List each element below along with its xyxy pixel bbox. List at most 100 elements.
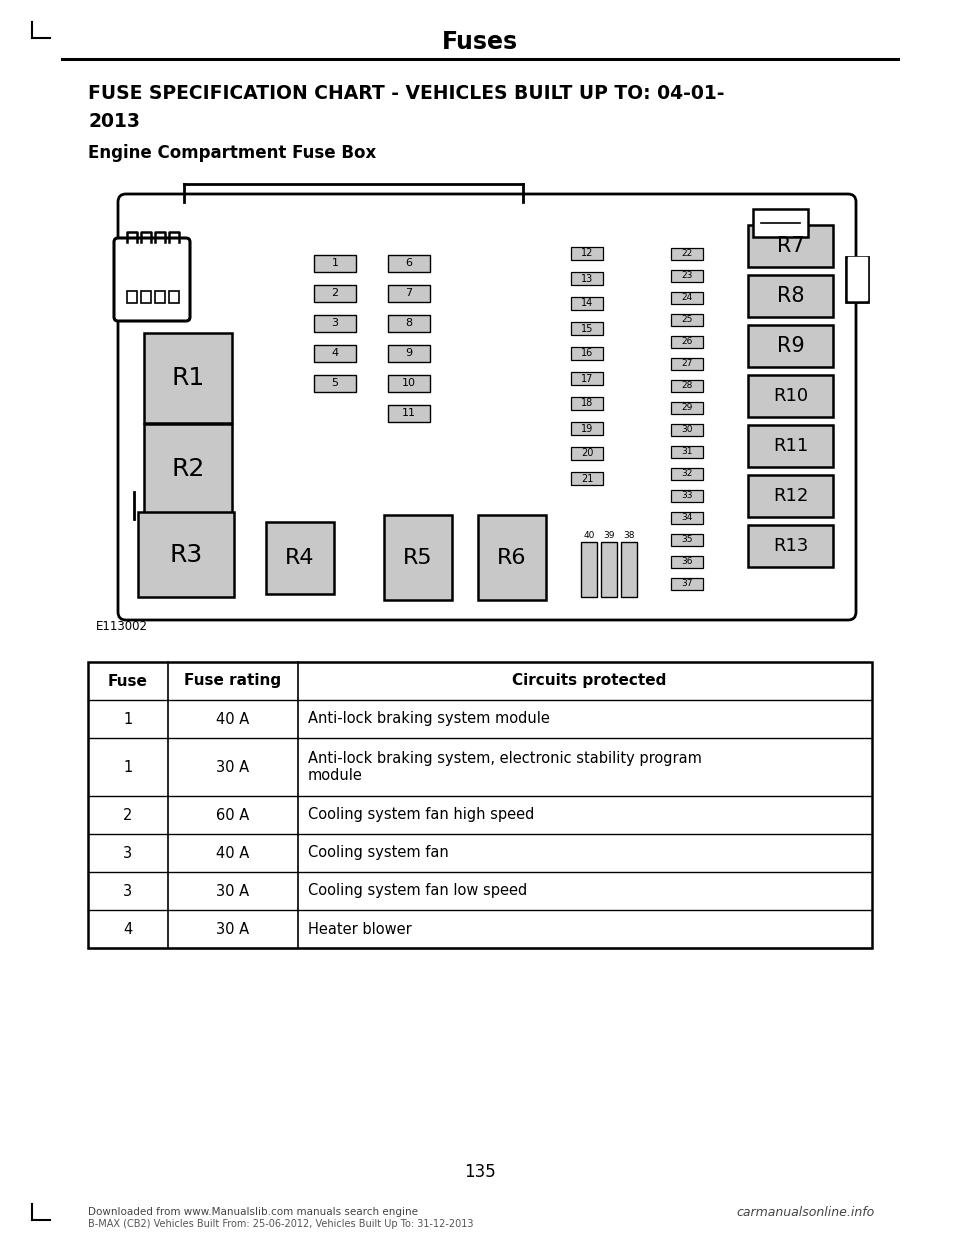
Text: E113002: E113002	[96, 620, 148, 633]
Bar	[671, 512, 703, 524]
Bar	[127, 291, 137, 303]
Bar	[601, 542, 617, 597]
Text: Cooling system fan: Cooling system fan	[308, 846, 448, 861]
Bar	[671, 491, 703, 502]
Text: 13: 13	[581, 273, 593, 283]
Text: 9: 9	[405, 349, 413, 359]
Text: 1: 1	[124, 712, 132, 727]
Text: Cooling system fan low speed: Cooling system fan low speed	[308, 883, 527, 898]
Bar	[314, 315, 356, 332]
Text: 30 A: 30 A	[216, 922, 250, 936]
Bar	[571, 422, 603, 435]
Bar	[581, 542, 597, 597]
Text: 20: 20	[581, 448, 593, 458]
Text: 31: 31	[682, 447, 693, 457]
Text: 34: 34	[682, 513, 693, 523]
Text: 3: 3	[124, 846, 132, 861]
Text: Heater blower: Heater blower	[308, 922, 412, 936]
Bar	[671, 380, 703, 392]
Text: 4: 4	[124, 922, 132, 936]
Bar	[748, 225, 833, 267]
Bar	[671, 337, 703, 348]
Text: R9: R9	[777, 337, 804, 356]
Bar	[388, 255, 430, 272]
Text: 19: 19	[581, 424, 593, 433]
FancyBboxPatch shape	[118, 194, 856, 620]
Text: 7: 7	[405, 288, 413, 298]
Bar	[671, 314, 703, 325]
Text: R1: R1	[172, 366, 204, 390]
Bar	[388, 405, 430, 422]
Text: 15: 15	[581, 323, 593, 334]
Bar	[671, 248, 703, 260]
Text: 8: 8	[405, 318, 413, 328]
Text: Downloaded from www.Manualslib.com manuals search engine: Downloaded from www.Manualslib.com manua…	[88, 1207, 418, 1217]
Bar	[571, 373, 603, 385]
Text: Cooling system fan high speed: Cooling system fan high speed	[308, 807, 535, 822]
Bar	[314, 284, 356, 302]
Bar	[571, 347, 603, 360]
Text: R4: R4	[285, 548, 315, 568]
Text: R8: R8	[777, 286, 804, 306]
Text: Circuits protected: Circuits protected	[512, 673, 666, 688]
Bar	[671, 534, 703, 546]
Text: 24: 24	[682, 293, 692, 303]
Bar	[571, 322, 603, 335]
Text: R6: R6	[497, 548, 527, 568]
Text: 60 A: 60 A	[216, 807, 250, 822]
Bar	[671, 446, 703, 458]
Bar	[621, 542, 637, 597]
Text: 35: 35	[682, 535, 693, 544]
Text: 135: 135	[464, 1163, 496, 1181]
Text: 30 A: 30 A	[216, 760, 250, 775]
Text: 27: 27	[682, 359, 693, 369]
Bar	[138, 512, 234, 597]
Bar	[671, 358, 703, 370]
Text: 1: 1	[331, 258, 339, 268]
Text: 6: 6	[405, 258, 413, 268]
Text: 21: 21	[581, 473, 593, 483]
Bar	[388, 284, 430, 302]
Bar	[144, 424, 232, 514]
Bar	[388, 375, 430, 392]
Text: 14: 14	[581, 298, 593, 308]
Bar	[571, 297, 603, 310]
Bar	[141, 291, 151, 303]
Text: 33: 33	[682, 492, 693, 501]
Bar	[571, 247, 603, 260]
Text: 38: 38	[623, 530, 635, 539]
Text: R3: R3	[169, 543, 203, 566]
Text: FUSE SPECIFICATION CHART - VEHICLES BUILT UP TO: 04-01-: FUSE SPECIFICATION CHART - VEHICLES BUIL…	[88, 84, 725, 103]
Bar	[671, 556, 703, 568]
Text: R10: R10	[773, 388, 808, 405]
Text: 36: 36	[682, 558, 693, 566]
Bar	[571, 272, 603, 284]
Text: 17: 17	[581, 374, 593, 384]
Bar	[478, 515, 546, 600]
Bar	[571, 447, 603, 460]
Text: 10: 10	[402, 379, 416, 389]
Text: 12: 12	[581, 248, 593, 258]
Text: 11: 11	[402, 409, 416, 419]
Text: Fuses: Fuses	[442, 30, 518, 53]
Text: R2: R2	[171, 457, 204, 481]
Text: Anti-lock braking system module: Anti-lock braking system module	[308, 712, 550, 727]
Text: 4: 4	[331, 349, 339, 359]
Text: R13: R13	[773, 537, 808, 555]
Bar	[748, 425, 833, 467]
Bar	[571, 472, 603, 484]
Bar	[848, 257, 867, 301]
Bar	[748, 474, 833, 517]
Bar	[753, 209, 808, 237]
Bar	[748, 375, 833, 417]
Text: B-MAX (CB2) Vehicles Built From: 25-06-2012, Vehicles Built Up To: 31-12-2013: B-MAX (CB2) Vehicles Built From: 25-06-2…	[88, 1218, 473, 1230]
Text: 26: 26	[682, 338, 693, 347]
Bar	[846, 257, 868, 302]
Text: Fuse rating: Fuse rating	[184, 673, 281, 688]
Text: 22: 22	[682, 250, 692, 258]
Bar	[671, 402, 703, 414]
FancyBboxPatch shape	[114, 238, 190, 320]
Text: carmanualsonline.info: carmanualsonline.info	[736, 1206, 875, 1218]
Bar	[155, 291, 165, 303]
Text: 2: 2	[331, 288, 339, 298]
